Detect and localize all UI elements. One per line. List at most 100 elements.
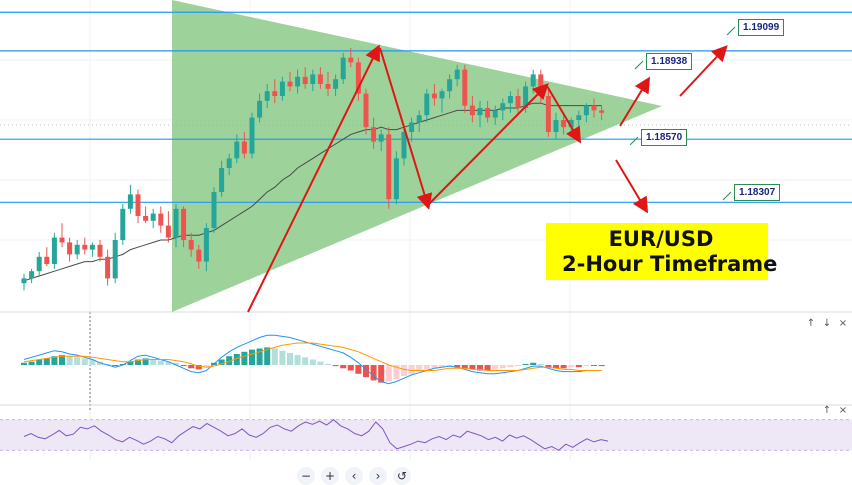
rsi-line [23, 419, 609, 451]
macd-bar [218, 359, 225, 365]
candle [203, 223, 209, 272]
move-up-icon[interactable]: ↑ [806, 318, 816, 329]
candle [279, 76, 285, 101]
macd-bar [545, 365, 552, 368]
macd-bar [598, 365, 605, 367]
macd-bar [294, 355, 301, 365]
candle [363, 88, 369, 135]
candle-body [355, 62, 361, 94]
candle-body [67, 242, 73, 255]
candle [127, 184, 133, 214]
candle [165, 211, 171, 243]
scroll-forward-button[interactable]: › [369, 467, 387, 485]
candle [416, 110, 422, 132]
candle-body [196, 249, 202, 262]
candle-body [454, 69, 460, 80]
candle [44, 247, 50, 267]
candle-body [249, 117, 255, 154]
candle [424, 88, 430, 123]
macd-bar [135, 359, 141, 365]
candle [515, 88, 521, 116]
candle [325, 72, 331, 96]
level-label-connector [629, 136, 639, 146]
macd-bar [393, 365, 400, 380]
candle [348, 48, 354, 68]
candle-body [530, 74, 536, 87]
macd-bar [21, 362, 27, 365]
candle [89, 242, 95, 257]
candle [181, 206, 187, 248]
candle-body [317, 74, 323, 84]
chart-subtitle: 2-Hour Timeframe [562, 252, 778, 276]
candle-body [340, 57, 346, 80]
candle-body [89, 244, 95, 250]
macd-bar [36, 359, 43, 365]
candle [545, 88, 551, 137]
candle [188, 232, 194, 257]
macd-bar [416, 365, 423, 372]
macd-bar [97, 361, 103, 365]
candle [257, 93, 263, 123]
horizontal-levels [0, 11, 852, 203]
macd-bar [492, 365, 499, 370]
candle-body [386, 134, 392, 200]
macd-bar [165, 361, 172, 365]
zoom-in-button[interactable]: + [321, 467, 339, 485]
candle [492, 105, 498, 125]
candle-body [363, 93, 369, 128]
candle-body [348, 57, 354, 63]
candle-body [409, 122, 415, 132]
macd-bar [477, 365, 483, 371]
macd-bar [325, 363, 331, 365]
candle-body [302, 76, 308, 84]
candlestick-series [21, 48, 605, 291]
macd-bar [408, 365, 415, 374]
candle [241, 132, 247, 159]
macd-bar [553, 365, 559, 369]
candle-body [500, 103, 506, 111]
move-up-icon[interactable]: ↑ [822, 405, 832, 416]
signal-line [23, 342, 602, 371]
candle [583, 103, 589, 123]
candle [287, 72, 293, 92]
chart-title-box: EUR/USD 2-Hour Timeframe [546, 223, 778, 280]
moving-average-line [23, 102, 602, 282]
candle [409, 117, 415, 142]
scroll-back-button[interactable]: ‹ [345, 467, 363, 485]
zoom-out-button[interactable]: − [297, 467, 315, 485]
candle-body [523, 86, 529, 108]
candle-body [333, 79, 339, 89]
level-label-2: 1.18938 [646, 53, 693, 70]
trend-arrow [428, 83, 549, 205]
macd-bar [74, 357, 81, 365]
macd-bar [370, 365, 377, 381]
candle [477, 100, 483, 128]
candle [82, 237, 88, 255]
candle-body [181, 208, 187, 240]
close-icon[interactable]: × [838, 318, 848, 329]
close-icon[interactable]: × [838, 405, 848, 416]
candle-body [203, 228, 209, 262]
candle-body [439, 91, 445, 99]
candle [264, 84, 270, 108]
candle-body [112, 240, 118, 279]
candle-body [310, 74, 316, 84]
trend-arrow [379, 47, 433, 210]
candle [21, 273, 27, 291]
candle [302, 67, 308, 89]
macd-bar [568, 365, 575, 368]
reset-button[interactable]: ↺ [393, 467, 411, 485]
macd-bar [279, 350, 286, 365]
candle [454, 64, 460, 87]
macd-bar [332, 365, 339, 367]
candle [371, 117, 377, 149]
move-down-icon[interactable]: ↓ [822, 318, 832, 329]
macd-bar [249, 349, 255, 365]
macd-bar [51, 356, 58, 365]
candle-body [257, 100, 263, 118]
trend-arrow [247, 44, 380, 313]
candle [378, 129, 384, 152]
candle-body [576, 115, 582, 120]
rsi-band [0, 419, 852, 451]
candle [36, 252, 42, 276]
